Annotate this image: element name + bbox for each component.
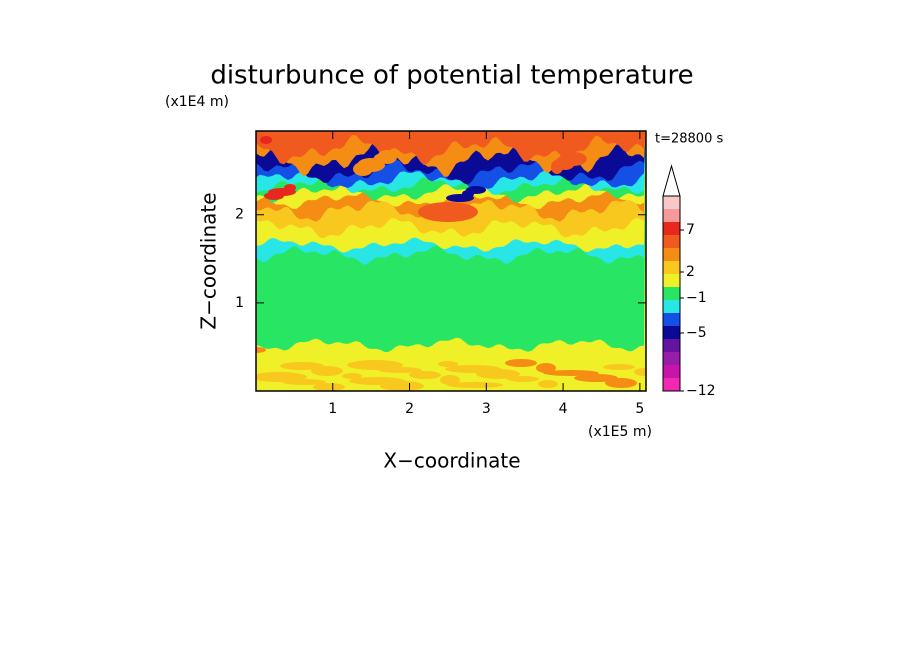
colorbar-label: 7 [686, 222, 695, 238]
x-unit: (x1E5 m) [588, 424, 652, 440]
colorbar-segment [663, 352, 680, 365]
colorbar-label: 2 [686, 264, 695, 280]
field-patch [538, 380, 558, 388]
y-axis-label: Z−coordinate [197, 192, 221, 329]
colorbar-label: −1 [686, 290, 707, 306]
field-patch [313, 383, 345, 391]
field-patch [342, 373, 362, 379]
field-band [256, 131, 646, 166]
field-patch [256, 372, 307, 382]
time-annotation: t=28800 s [655, 132, 723, 147]
field-patch [440, 375, 460, 385]
colorbar-segment [663, 378, 680, 391]
field-patch [347, 360, 403, 370]
field-patch [256, 347, 266, 353]
field-patch [543, 370, 599, 376]
colorbar-segment [663, 209, 680, 222]
x-tick-label: 3 [482, 401, 491, 417]
x-tick-label: 1 [328, 401, 337, 417]
plot-frame [255, 130, 647, 392]
colorbar-segment [663, 300, 680, 313]
field-patch [284, 184, 296, 192]
contour-field [256, 131, 646, 391]
colorbar-label: −5 [686, 325, 707, 341]
colorbar-segment [663, 274, 680, 287]
field-patch [445, 365, 501, 373]
field-patch [377, 150, 397, 164]
field-patch [574, 374, 618, 382]
colorbar-segment [663, 196, 680, 209]
field-patch [438, 361, 458, 367]
colorbar-label: −12 [686, 383, 716, 399]
chart-title: disturbunce of potential temperature [210, 61, 693, 91]
y-tick-label: 1 [235, 295, 244, 311]
colorbar-segment [663, 365, 680, 378]
colorbar-segment [663, 248, 680, 261]
y-unit: (x1E4 m) [165, 94, 229, 110]
colorbar-segment [663, 261, 680, 274]
field-patch [505, 359, 537, 367]
x-tick-label: 4 [559, 401, 568, 417]
colorbar-segment [663, 287, 680, 300]
x-tick-label: 2 [405, 401, 414, 417]
field-patch [447, 382, 503, 388]
colorbar-segment [663, 339, 680, 352]
x-axis-label: X−coordinate [383, 449, 520, 473]
field-patch [603, 364, 635, 370]
colorbar-frame [662, 195, 681, 392]
colorbar-segment [663, 222, 680, 235]
field-patch [466, 186, 486, 194]
field-patch [536, 363, 556, 373]
field-patch [260, 136, 272, 144]
colorbar-arrow [662, 164, 681, 197]
colorbar-segment [663, 313, 680, 326]
field-patch [349, 377, 405, 385]
field-patch [507, 376, 539, 382]
field-patch [409, 371, 441, 379]
field-patch [280, 362, 324, 370]
colorbar-segment [663, 326, 680, 339]
field-patch [417, 202, 478, 222]
colorbar-segment [663, 235, 680, 248]
field-patch [559, 152, 587, 166]
x-tick-label: 5 [635, 401, 644, 417]
y-tick-label: 2 [235, 207, 244, 223]
field-patch [634, 368, 646, 376]
